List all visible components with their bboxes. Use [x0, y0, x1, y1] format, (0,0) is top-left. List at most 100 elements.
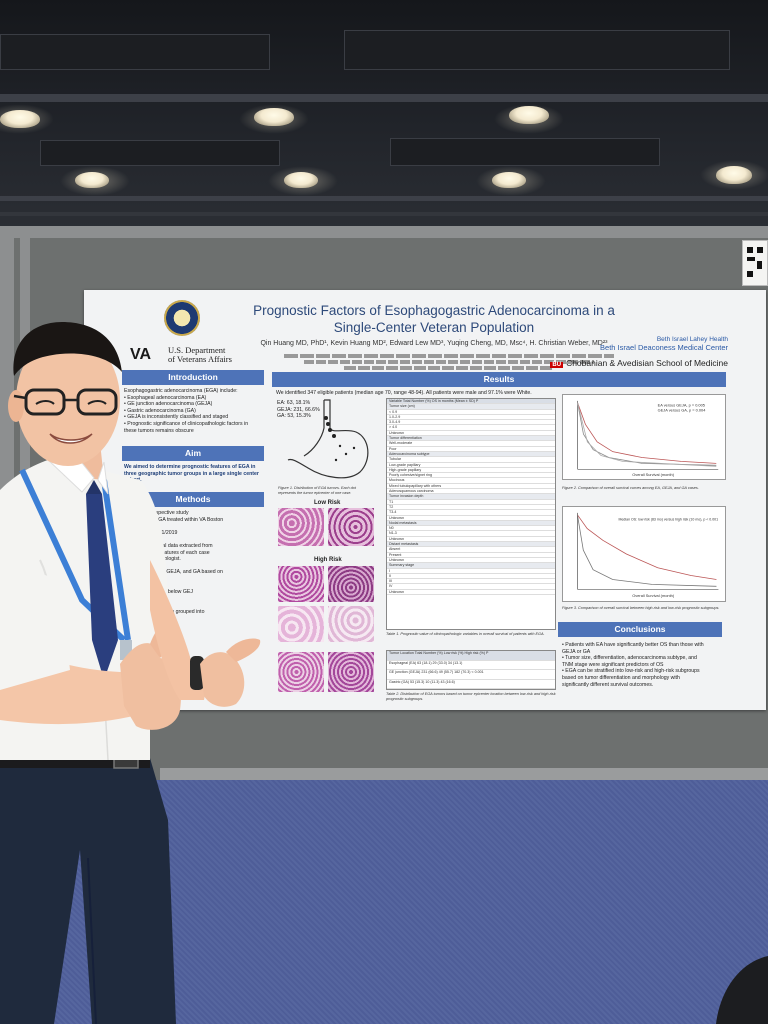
table1-rows-item: T2	[387, 505, 555, 511]
distribution-item: GA: 53, 15.3%	[277, 413, 311, 420]
ceiling-beam	[0, 196, 768, 201]
table1-rows-item: Adenosquamous carcinoma	[387, 489, 555, 495]
table1-rows-item: > 4.0	[387, 425, 555, 431]
stomach-diagram	[287, 399, 369, 479]
histology-image	[328, 566, 374, 602]
ceiling-panel	[344, 30, 730, 70]
conclusions-lines-item: • Tumor size, differentiation, adenocarc…	[562, 655, 697, 662]
table1-rows-item: Absent	[387, 547, 555, 553]
conclusions-header: Conclusions	[558, 622, 722, 637]
table1-rows-item: IV	[387, 584, 555, 590]
ceiling-beam	[0, 94, 768, 102]
results-intro: We identified 347 eligible patients (med…	[276, 390, 532, 396]
table1-rows-item: Unknown	[387, 537, 555, 543]
conclusions-lines-item: • EGA can be stratified into low-risk an…	[562, 668, 700, 675]
table1-rows-item: 3.0-4.9	[387, 420, 555, 426]
va-seal-logo	[164, 300, 200, 336]
methods-lines-item: classified into EA, GEJA, and GA based o…	[124, 569, 223, 576]
table2-caption: Table 2. Distribution of EGA tumors base…	[386, 692, 556, 701]
results-header: Results	[272, 372, 726, 387]
va-logo: VA	[130, 346, 152, 363]
figure1-caption: Figure 1. Distribution of EGA tumors. Ea…	[278, 486, 356, 495]
ceiling-light	[509, 106, 549, 124]
figure3-caption: Figure 3. Comparison of overall survival…	[562, 606, 720, 610]
table1-rows-item: Well-moderate	[387, 441, 555, 447]
introduction-header: Introduction	[122, 370, 264, 385]
ceiling-light	[254, 108, 294, 126]
bidmc-logo: Beth Israel Lahey Health Beth Israel Dea…	[600, 336, 728, 352]
ceiling-light	[75, 172, 109, 188]
table1-rows-item: Present	[387, 553, 555, 558]
intro-lines-item: these tumors remains obscure	[124, 427, 194, 434]
histology-image	[278, 508, 324, 546]
ceiling-light	[716, 166, 752, 184]
va-name: U.S. Department of Veterans Affairs	[168, 345, 232, 364]
table1-rows-item: II	[387, 574, 555, 580]
conclusions-lines-item: TNM stage were significant predictors of…	[562, 661, 664, 668]
table1-rows-item: Tumor size (cm)	[387, 404, 555, 410]
table1-rows-item: High-grade papillary	[387, 468, 555, 474]
intro-lines-item: Esophagogastric adenocarcinoma (EGA) inc…	[124, 388, 238, 394]
conclusions-lines-item: • Patients with EA have significantly be…	[562, 642, 704, 648]
ceiling-light	[0, 110, 40, 128]
table1-rows-item: Adenocarcinoma subtype	[387, 451, 555, 458]
histology-image	[278, 566, 324, 602]
tumor-distribution: EA: 63, 18.1% GEJA: 231, 66.6% GA: 53, 15.…	[277, 400, 327, 420]
poster-authors: Qin Huang MD, PhD¹, Kevin Huang MD², Edw…	[260, 340, 608, 347]
aim-header: Aim	[122, 446, 264, 461]
table1-rows-item: N0	[387, 526, 555, 532]
table1-rows-item: Distant metastasis	[387, 542, 555, 548]
table1-rows-item: Unknown	[387, 516, 555, 521]
table1-rows-item: N1-3	[387, 531, 555, 537]
ceiling-light	[284, 172, 318, 188]
high-risk-label: High Risk	[314, 557, 342, 563]
intro-lines-item: • GEJA is inconsistently classified and …	[124, 414, 229, 421]
ceiling-panel	[390, 138, 660, 166]
fig2-legend-2: GEJA versus GA, p = 0.004	[658, 408, 707, 413]
table1-rows-item: T1	[387, 500, 555, 505]
distribution-item: GEJA: 231, 66.6%	[277, 406, 320, 413]
table1-rows-item: Nodal metastasis	[387, 520, 555, 527]
histology-image	[328, 508, 374, 546]
table1-prognostic-variables: Variable Total Number (%) OS in months (…	[386, 398, 556, 630]
table1-rows-item: I	[387, 569, 555, 574]
conclusions-lines-item: significantly different survival outcome…	[562, 681, 654, 688]
distribution-item: EA: 63, 18.1%	[277, 400, 311, 406]
methods-lines-item: Patients with EGA treated within VA Bost…	[124, 516, 224, 523]
fig3-legend: Median OS: low risk (83 mo) versus high …	[619, 518, 719, 522]
booth-frame	[0, 226, 768, 238]
table2-rows-item: Esophageal (EA) 63 (18.1) 29 (33.0) 34 (…	[387, 661, 555, 670]
figure2-survival-curve: EA versus GEJA, p = 0.005 GEJA versus GA…	[562, 394, 726, 480]
histology-image	[328, 606, 374, 642]
intro-lines-item: • GE junction adenocarcinoma (GEJA)	[124, 401, 213, 408]
poster-title: Prognostic Factors of Esophagogastric Ad…	[253, 303, 615, 335]
table1-caption: Table 1. Prognostic value of clinicopath…	[386, 632, 545, 636]
table1-rows-item: Unknown	[387, 431, 555, 437]
figure2-caption: Figure 2. Comparison of overall survival…	[562, 486, 699, 490]
table2-rows-item: GE junction (GEJA) 231 (66.6) 49 (55.7) …	[387, 670, 555, 680]
table1-rows-item: Unknown	[387, 590, 555, 595]
table1-rows-item: Poor	[387, 447, 555, 452]
intro-lines-item: • Esophageal adenocarcinoma (EA)	[124, 394, 207, 401]
fig2-xlabel: Overall Survival (month)	[632, 472, 674, 477]
methods-lines-item: linical-pathological data extracted from	[124, 542, 213, 549]
table1-rows-item: III	[387, 579, 555, 585]
histology-image	[278, 652, 324, 692]
conclusions-lines-item: GEJA or GA	[562, 648, 591, 655]
table1-rows-item: T3-4	[387, 510, 555, 516]
table1-rows-item: Unknown	[387, 558, 555, 564]
histology-image	[278, 606, 324, 642]
low-risk-label: Low Risk	[314, 500, 341, 506]
table1-rows-item: Summary stage	[387, 563, 555, 569]
booth-base	[160, 768, 768, 782]
ceiling-beam	[0, 212, 768, 216]
table1-rows-item: Tubular	[387, 457, 555, 463]
table2-rows-item: Tumor Location Total Number (%) Low risk…	[387, 651, 555, 661]
table1-rows-item: Mixed tubulopapillary with others	[387, 484, 555, 490]
conclusions-text: • Patients with EA have significantly be…	[562, 642, 726, 688]
table1-rows-item: Tumor differentiation	[387, 436, 555, 442]
table1-rows-item: Low-grade papillary	[387, 463, 555, 468]
research-poster: VA U.S. Department of Veterans Affairs P…	[84, 290, 766, 710]
table2-rows-item: Gastric (GA) 53 (15.3) 10 (11.3) 43 (16.…	[387, 680, 555, 689]
